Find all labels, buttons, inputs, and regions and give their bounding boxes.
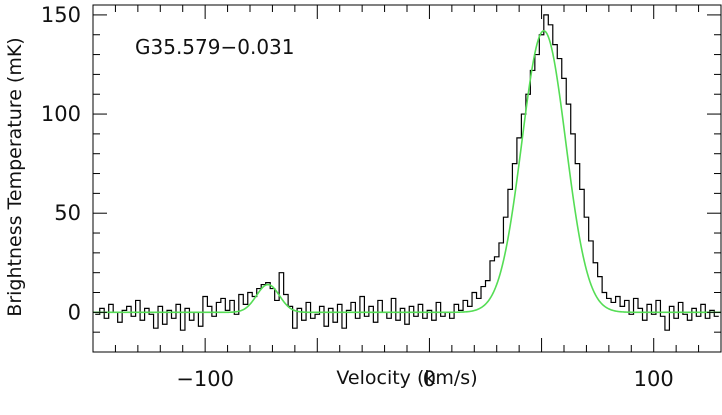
y-tick-label: 0 [68, 300, 81, 324]
y-tick-label: 50 [54, 201, 81, 225]
spectrum-histogram-line [95, 14, 719, 331]
y-axis-title: Brightness Temperature (mK) [4, 37, 26, 316]
x-tick-label: 100 [634, 367, 674, 391]
x-tick-label: −100 [176, 367, 234, 391]
x-axis-title: Velocity (km/s) [336, 367, 477, 389]
x-tick-label: 0 [423, 367, 436, 391]
source-annotation: G35.579−0.031 [135, 35, 295, 59]
y-tick-label: 100 [41, 102, 81, 126]
y-tick-label: 150 [41, 3, 81, 27]
gaussian-fit-line [93, 29, 721, 314]
